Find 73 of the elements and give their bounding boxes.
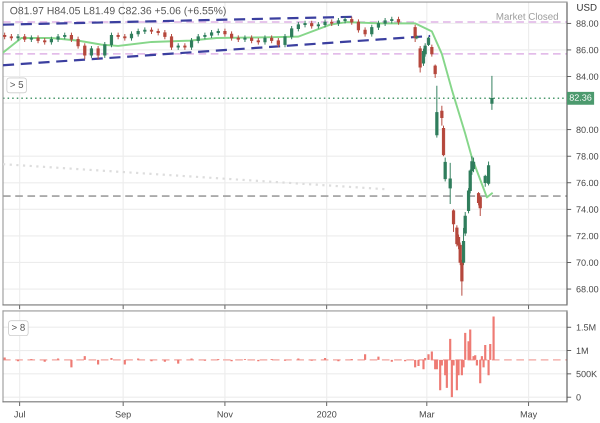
candlestick xyxy=(230,30,234,42)
candlestick xyxy=(418,45,422,74)
candlestick xyxy=(263,34,267,46)
candlestick xyxy=(190,37,194,50)
candlestick xyxy=(170,34,174,50)
candlestick xyxy=(490,75,494,110)
y-axis-title: USD xyxy=(577,4,597,11)
bar xyxy=(427,354,430,360)
ref-line-label: 82.36 xyxy=(570,94,592,101)
y-tick-label: 86.00 xyxy=(576,46,598,54)
y-tick-label: 84.00 xyxy=(576,73,598,80)
bar xyxy=(446,360,448,388)
y-tick-label: 68.00 xyxy=(576,286,598,292)
bar xyxy=(430,351,433,360)
bar xyxy=(70,360,72,368)
bar xyxy=(414,360,416,368)
y-tick-label: 78.00 xyxy=(576,153,598,160)
bar xyxy=(439,360,442,390)
y-tick-label: 80.00 xyxy=(576,126,598,133)
annotation: Market Closed xyxy=(496,12,558,20)
x-tick-label: Mar xyxy=(420,411,434,418)
y-tick-label: 76.00 xyxy=(576,180,598,186)
y-tick-label: 0 xyxy=(576,394,581,401)
line-series xyxy=(3,21,493,198)
candlestick xyxy=(478,196,482,216)
candlestick xyxy=(356,18,360,34)
candlestick xyxy=(196,34,200,44)
candlestick xyxy=(70,32,74,42)
y-tick-label: 70.00 xyxy=(576,259,598,266)
bar xyxy=(364,354,366,360)
bar xyxy=(84,356,86,360)
candlestick xyxy=(283,34,287,48)
candlestick xyxy=(376,20,380,30)
candlestick xyxy=(96,45,100,60)
candlestick xyxy=(435,85,438,138)
x-tick-label: Nov xyxy=(218,411,233,418)
candlestick xyxy=(276,37,280,48)
chart-title: O81.97 H84.05 L81.49 C82.36 +5.06 (+6.55%) xyxy=(10,6,226,16)
candlestick xyxy=(363,26,367,38)
candlestick xyxy=(130,30,134,42)
y-tick-label: 1.5M xyxy=(576,324,596,331)
y-tick-label: 1M xyxy=(576,348,588,354)
bar xyxy=(417,360,420,366)
annotation: > 8 xyxy=(12,324,25,331)
bar xyxy=(469,330,472,360)
candlestick xyxy=(103,41,106,58)
bar xyxy=(97,360,100,365)
x-tick-label: 2020 xyxy=(317,411,336,418)
x-tick-label: Jul xyxy=(14,410,25,418)
y-tick-label: 72.00 xyxy=(576,232,598,240)
candlestick xyxy=(90,45,94,58)
candlestick xyxy=(370,24,374,38)
candlestick xyxy=(83,42,86,60)
x-tick-label: Sep xyxy=(116,411,131,420)
candlestick xyxy=(76,36,80,50)
bar xyxy=(177,360,180,364)
y-tick-label: 500K xyxy=(576,370,598,378)
candlestick xyxy=(486,161,490,186)
x-tick-label: May xyxy=(520,411,538,420)
candlestick xyxy=(290,26,294,40)
candlestick xyxy=(430,44,434,58)
candlestick xyxy=(163,30,166,40)
y-tick-label: 74.00 xyxy=(576,206,598,213)
annotation: > 5 xyxy=(10,81,24,88)
bar xyxy=(479,360,482,384)
bar xyxy=(377,356,380,360)
bar xyxy=(492,316,495,360)
bar xyxy=(124,360,126,365)
candlestick xyxy=(110,32,114,48)
candlestick xyxy=(296,22,300,32)
candlestick xyxy=(434,64,437,78)
y-tick-label: 88.00 xyxy=(576,20,598,27)
candlestick xyxy=(440,105,444,126)
